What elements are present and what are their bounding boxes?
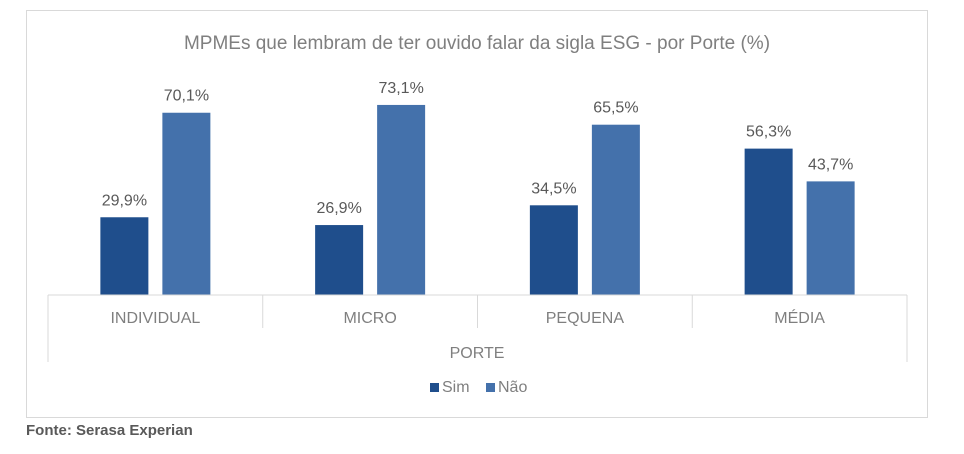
data-label-sim-2: 26,9% — [316, 200, 361, 217]
data-label-não-4: 43,7% — [808, 156, 853, 173]
data-label-sim-4: 56,3% — [746, 124, 791, 141]
legend: Sim Não — [430, 379, 527, 396]
chart-title: MPMEs que lembram de ter ouvido falar da… — [184, 33, 770, 54]
bar-não-3 — [591, 124, 640, 295]
data-label-sim-1: 29,9% — [102, 192, 147, 209]
x-axis-title: PORTE — [450, 345, 505, 362]
legend-swatch-não — [486, 383, 495, 392]
bar-sim-3 — [529, 205, 578, 295]
category-label: MÉDIA — [774, 308, 825, 327]
legend-swatch-sim — [430, 383, 439, 392]
bar-sim-4 — [744, 148, 793, 295]
bar-não-4 — [806, 181, 855, 295]
bar-sim-1 — [100, 217, 149, 295]
x-axis: INDIVIDUAL MICRO PEQUENA MÉDIA — [47, 294, 908, 362]
bar-não-1 — [162, 112, 211, 296]
category-label: MICRO — [343, 310, 396, 327]
bar-sim-2 — [315, 225, 364, 295]
data-label-não-3: 65,5% — [593, 100, 638, 117]
bars-group: 29,9% 70,1% 26,9% 73,1% 34,5% 65,5% 56,3% 43,7% — [100, 80, 855, 296]
category-label: PEQUENA — [546, 310, 625, 327]
source-note: Fonte: Serasa Experian — [26, 422, 193, 439]
legend-label-sim: Sim — [442, 379, 470, 396]
data-label-não-2: 73,1% — [378, 80, 423, 97]
category-label: INDIVIDUAL — [110, 310, 200, 327]
data-label-sim-3: 34,5% — [531, 180, 576, 197]
data-label-não-1: 70,1% — [164, 88, 209, 105]
bar-não-2 — [377, 104, 426, 295]
legend-label-não: Não — [498, 379, 527, 396]
